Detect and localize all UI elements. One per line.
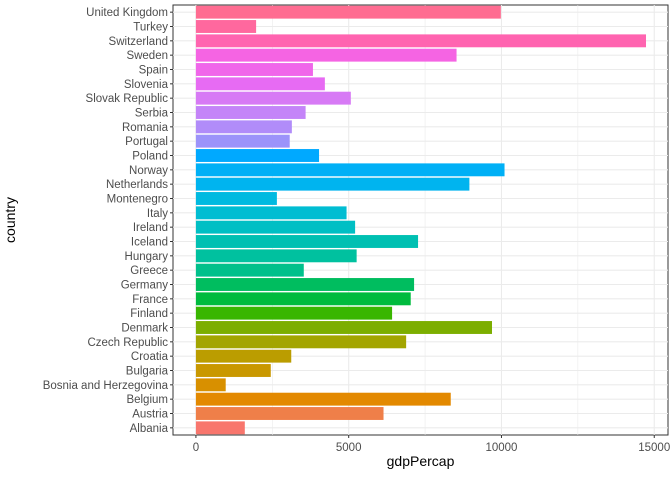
y-tick-labels: United Kingdom Turkey Switzerland Sweden Spa… — [43, 7, 173, 435]
x-tick-labels: 0 5000 10000 15000 — [193, 435, 670, 454]
y-tick-label: Finland — [130, 308, 168, 320]
bar — [195, 249, 357, 263]
x-tick-label: 5000 — [336, 442, 362, 454]
y-tick-label: Albania — [130, 423, 169, 435]
bars — [195, 5, 646, 435]
y-tick-label: Switzerland — [109, 36, 168, 48]
bar — [195, 278, 415, 291]
bar — [195, 421, 245, 435]
bar — [195, 77, 325, 91]
y-tick-label: Netherlands — [106, 179, 168, 191]
bar — [195, 263, 304, 277]
bar — [195, 392, 451, 406]
y-tick-label: Bulgaria — [126, 366, 169, 378]
y-axis-title: country — [2, 197, 18, 243]
y-tick-label: Portugal — [125, 136, 168, 148]
bar — [195, 378, 226, 392]
y-tick-label: United Kingdom — [86, 7, 168, 19]
y-tick-label: Turkey — [133, 22, 168, 34]
x-tick-label: 10000 — [485, 442, 517, 454]
bar — [195, 20, 257, 33]
bar — [195, 349, 292, 363]
bar — [195, 163, 505, 177]
y-tick-label: Austria — [132, 409, 168, 421]
bar — [195, 292, 411, 306]
bar — [195, 120, 292, 134]
bar — [195, 206, 347, 220]
bar — [195, 91, 351, 105]
y-tick-label: Hungary — [125, 251, 169, 263]
bar — [195, 106, 306, 119]
y-tick-label: Ireland — [133, 222, 168, 234]
y-tick-label: Germany — [121, 280, 169, 292]
y-tick-label: Italy — [147, 208, 168, 220]
y-tick-label: Sweden — [126, 50, 168, 62]
x-tick-label: 0 — [193, 442, 199, 454]
y-tick-label: Poland — [132, 151, 168, 163]
bar — [195, 364, 271, 377]
y-tick-label: Iceland — [131, 237, 168, 249]
y-tick-label: Belgium — [126, 394, 168, 406]
bar — [195, 34, 646, 48]
bar — [195, 134, 290, 148]
bar — [195, 149, 320, 162]
plot-panel — [172, 4, 669, 436]
x-axis-title: gdpPercap — [387, 453, 455, 469]
bar — [195, 335, 407, 349]
y-tick-label: Slovenia — [124, 79, 169, 91]
y-tick-label: France — [132, 294, 168, 306]
y-tick-label: Greece — [130, 265, 168, 277]
bar — [195, 192, 277, 205]
y-tick-label: Montenegro — [107, 194, 168, 206]
x-tick-label: 15000 — [638, 442, 670, 454]
y-tick-label: Croatia — [131, 351, 169, 363]
y-tick-label: Romania — [122, 122, 169, 134]
y-tick-label: Bosnia and Herzegovina — [43, 380, 169, 392]
bar — [195, 5, 501, 19]
bar — [195, 63, 313, 76]
bar — [195, 235, 419, 248]
y-tick-label: Serbia — [135, 108, 169, 120]
y-tick-label: Denmark — [121, 323, 168, 335]
bar — [195, 220, 356, 234]
bar — [195, 306, 393, 320]
y-tick-label: Norway — [129, 165, 168, 177]
y-tick-label: Czech Republic — [87, 337, 168, 349]
y-tick-label: Spain — [139, 65, 168, 77]
bar — [195, 321, 492, 334]
y-tick-label: Slovak Republic — [86, 93, 169, 105]
bar — [195, 177, 470, 191]
bar — [195, 407, 384, 420]
bar — [195, 48, 457, 62]
